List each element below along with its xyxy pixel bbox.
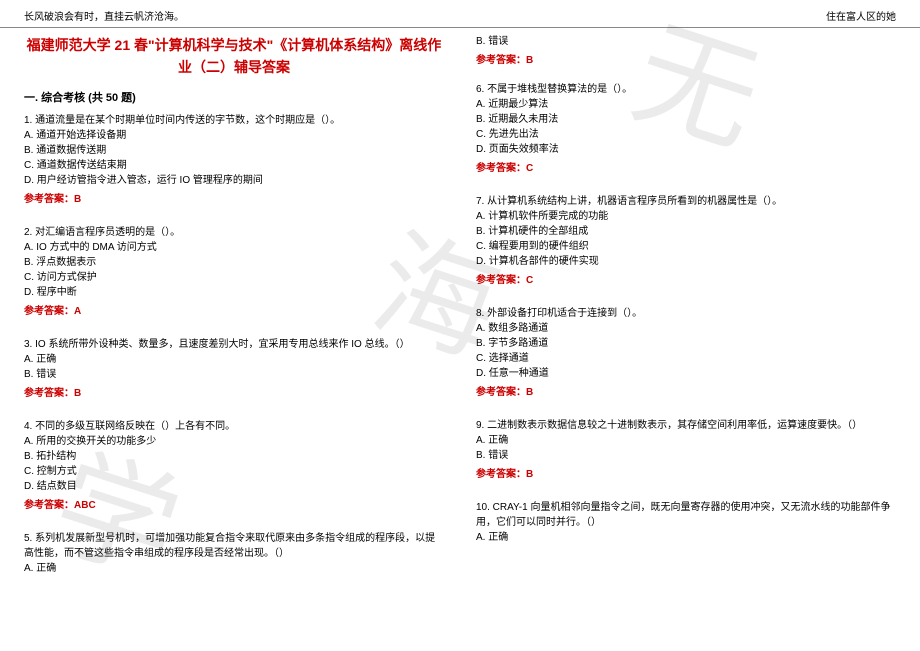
question-stem: 4. 不同的多级互联网络反映在（）上各有不同。 (24, 419, 444, 434)
question-block: 7. 从计算机系统结构上讲，机器语言程序员所看到的机器属性是（）。A. 计算机软… (476, 194, 896, 288)
option: A. 正确 (476, 530, 896, 545)
option: D. 计算机各部件的硬件实现 (476, 254, 896, 269)
option: D. 用户经访管指令进入管态，运行 IO 管理程序的期间 (24, 173, 444, 188)
answer-line: 参考答案：ABC (24, 498, 444, 513)
answer-line: 参考答案：C (476, 161, 896, 176)
section-heading: 一. 综合考核 (共 50 题) (24, 89, 444, 105)
option: A. 正确 (24, 561, 444, 576)
question-block: 10. CRAY-1 向量机相邻向量指令之间，既无向量寄存器的使用冲突，又无流水… (476, 500, 896, 545)
option: B. 错误 (476, 34, 896, 49)
page-header: 长风破浪会有时，直挂云帆济沧海。 住在富人区的她 (0, 0, 920, 28)
option: C. 编程要用到的硬件组织 (476, 239, 896, 254)
question-stem: 7. 从计算机系统结构上讲，机器语言程序员所看到的机器属性是（）。 (476, 194, 896, 209)
question-continuation: B. 错误 参考答案：B (476, 34, 896, 68)
question-stem: 1. 通道流量是在某个时期单位时间内传送的字节数，这个时期应是（）。 (24, 113, 444, 128)
answer-line: 参考答案：B (24, 192, 444, 207)
answer-line: 参考答案：B (476, 385, 896, 400)
answer-line: 参考答案：B (476, 467, 896, 482)
option: B. 通道数据传送期 (24, 143, 444, 158)
option: C. 先进先出法 (476, 127, 896, 142)
question-stem: 3. IO 系统所带外设种类、数量多，且速度差别大时，宜采用专用总线来作 IO … (24, 337, 444, 352)
answer-prefix: 参考答案： (476, 55, 526, 66)
option: A. 所用的交换开关的功能多少 (24, 434, 444, 449)
page-body: 福建师范大学 21 春"计算机科学与技术"《计算机体系结构》离线作 业（二）辅导… (0, 28, 920, 594)
left-column: 福建师范大学 21 春"计算机科学与技术"《计算机体系结构》离线作 业（二）辅导… (24, 34, 444, 594)
option: B. 错误 (24, 367, 444, 382)
question-block: 9. 二进制数表示数据信息较之十进制数表示，其存储空间利用率低，运算速度要快。（… (476, 418, 896, 482)
option: A. 近期最少算法 (476, 97, 896, 112)
question-block: 5. 系列机发展新型号机时，可增加强功能复合指令来取代原来由多条指令组成的程序段… (24, 531, 444, 576)
option: D. 页面失效频率法 (476, 142, 896, 157)
question-stem: 6. 不属于堆栈型替换算法的是（）。 (476, 82, 896, 97)
option: C. 控制方式 (24, 464, 444, 479)
option: B. 字节多路通道 (476, 336, 896, 351)
question-block: 4. 不同的多级互联网络反映在（）上各有不同。A. 所用的交换开关的功能多少B.… (24, 419, 444, 513)
option: C. 通道数据传送结束期 (24, 158, 444, 173)
question-stem: 10. CRAY-1 向量机相邻向量指令之间，既无向量寄存器的使用冲突，又无流水… (476, 500, 896, 530)
answer-line: 参考答案：B (476, 53, 896, 68)
option: C. 访问方式保护 (24, 270, 444, 285)
answer-line: 参考答案：A (24, 304, 444, 319)
document-title: 福建师范大学 21 春"计算机科学与技术"《计算机体系结构》离线作 业（二）辅导… (24, 34, 444, 79)
header-right-text: 住在富人区的她 (826, 8, 896, 23)
question-block: 8. 外部设备打印机适合于连接到（）。A. 数组多路通道B. 字节多路通道C. … (476, 306, 896, 400)
right-column: B. 错误 参考答案：B 6. 不属于堆栈型替换算法的是（）。A. 近期最少算法… (476, 34, 896, 594)
question-stem: 5. 系列机发展新型号机时，可增加强功能复合指令来取代原来由多条指令组成的程序段… (24, 531, 444, 561)
answer-line: 参考答案：C (476, 273, 896, 288)
option: D. 程序中断 (24, 285, 444, 300)
option: B. 错误 (476, 448, 896, 463)
answer-value: B (526, 55, 533, 66)
question-stem: 9. 二进制数表示数据信息较之十进制数表示，其存储空间利用率低，运算速度要快。（… (476, 418, 896, 433)
option: A. 计算机软件所要完成的功能 (476, 209, 896, 224)
option: A. IO 方式中的 DMA 访问方式 (24, 240, 444, 255)
option: A. 通道开始选择设备期 (24, 128, 444, 143)
question-stem: 8. 外部设备打印机适合于连接到（）。 (476, 306, 896, 321)
question-block: 2. 对汇编语言程序员透明的是（）。A. IO 方式中的 DMA 访问方式B. … (24, 225, 444, 319)
header-left-quote: 长风破浪会有时，直挂云帆济沧海。 (24, 8, 184, 23)
question-block: 3. IO 系统所带外设种类、数量多，且速度差别大时，宜采用专用总线来作 IO … (24, 337, 444, 401)
answer-line: 参考答案：B (24, 386, 444, 401)
option: B. 浮点数据表示 (24, 255, 444, 270)
question-block: 6. 不属于堆栈型替换算法的是（）。A. 近期最少算法B. 近期最久未用法C. … (476, 82, 896, 176)
option: B. 近期最久未用法 (476, 112, 896, 127)
option: C. 选择通道 (476, 351, 896, 366)
option: D. 结点数目 (24, 479, 444, 494)
question-stem: 2. 对汇编语言程序员透明的是（）。 (24, 225, 444, 240)
option: A. 正确 (24, 352, 444, 367)
title-line-2: 业（二）辅导答案 (24, 56, 444, 78)
option: A. 正确 (476, 433, 896, 448)
option: D. 任意一种通道 (476, 366, 896, 381)
option: B. 拓扑结构 (24, 449, 444, 464)
option: A. 数组多路通道 (476, 321, 896, 336)
title-line-1: 福建师范大学 21 春"计算机科学与技术"《计算机体系结构》离线作 (24, 34, 444, 56)
option: B. 计算机硬件的全部组成 (476, 224, 896, 239)
question-block: 1. 通道流量是在某个时期单位时间内传送的字节数，这个时期应是（）。A. 通道开… (24, 113, 444, 207)
